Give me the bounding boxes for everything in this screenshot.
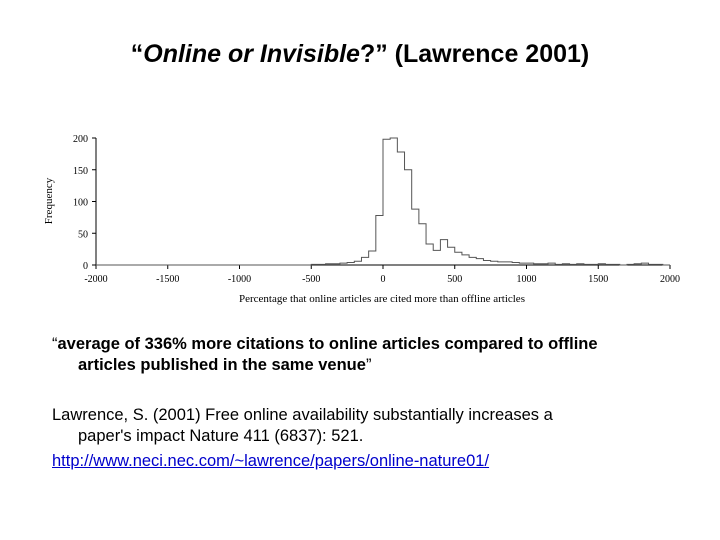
- quote-text: “average of 336% more citations to onlin…: [52, 334, 702, 376]
- histogram-bar: [448, 247, 455, 265]
- quote-line-1: average of 336% more citations to online…: [57, 335, 598, 353]
- x-tick-label: 500: [447, 274, 462, 285]
- x-tick-label: 2000: [660, 274, 680, 285]
- histogram-bar: [440, 240, 447, 265]
- histogram-bar: [369, 251, 376, 265]
- histogram-bar: [361, 257, 368, 265]
- histogram-bar: [433, 250, 440, 265]
- x-tick-label: -1500: [156, 274, 179, 285]
- title-italic-part: Online or Invisible: [143, 40, 360, 68]
- citation-line-2: paper's impact Nature 411 (6837): 521.: [78, 427, 364, 445]
- quote-open-mark: “: [52, 335, 58, 353]
- x-tick-label: 1500: [588, 274, 608, 285]
- x-tick-label: -500: [302, 274, 320, 285]
- citation-line-1: Lawrence, S. (2001) Free online availabi…: [52, 406, 553, 424]
- histogram-bar: [390, 138, 397, 265]
- histogram-bars: [96, 137, 670, 266]
- histogram-bar: [397, 152, 404, 265]
- y-axis-label: Frequency: [43, 177, 55, 224]
- histogram-outline: [96, 137, 670, 266]
- histogram-chart: 0 50 100 150 200 -2000 -1500 -1000 -500 0 500 1000…: [43, 134, 680, 305]
- histogram-bar: [426, 244, 433, 265]
- histogram-bar: [455, 252, 462, 265]
- slide-title: “Online or Invisible?” (Lawrence 2001): [0, 40, 720, 69]
- y-tick-label: 0: [83, 261, 88, 272]
- y-tick-label: 150: [73, 166, 88, 177]
- histogram-bar: [419, 224, 426, 265]
- y-tick-label: 50: [78, 229, 88, 240]
- histogram-bar: [469, 257, 476, 265]
- y-axis: 0 50 100 150 200: [73, 134, 97, 272]
- histogram-bar: [462, 255, 469, 265]
- histogram-bar: [354, 261, 361, 265]
- histogram-bar: [376, 215, 383, 265]
- y-tick-label: 100: [73, 198, 88, 209]
- y-tick-label: 200: [73, 134, 88, 145]
- histogram-bar: [483, 261, 490, 265]
- citation: Lawrence, S. (2001) Free online availabi…: [52, 405, 702, 447]
- x-tick-label: 1000: [517, 274, 537, 285]
- histogram-bar: [383, 139, 390, 265]
- x-axis-label: Percentage that online articles are cite…: [239, 293, 525, 305]
- x-axis: -2000 -1500 -1000 -500 0 500 1000 1500 2000: [84, 264, 680, 285]
- histogram-bar: [405, 170, 412, 265]
- x-tick-label: 0: [381, 274, 386, 285]
- histogram-bar: [491, 261, 498, 265]
- x-tick-label: -1000: [228, 274, 251, 285]
- quote-line-2: articles published in the same venue: [78, 356, 366, 374]
- x-tick-label: -2000: [84, 274, 107, 285]
- title-open-quote: “: [130, 40, 144, 68]
- title-rest: ?” (Lawrence 2001): [359, 40, 590, 68]
- histogram-bar: [412, 209, 419, 265]
- quote-close-mark: ”: [365, 356, 372, 374]
- histogram-bar: [476, 259, 483, 265]
- paper-link[interactable]: http://www.neci.nec.com/~lawrence/papers…: [52, 452, 490, 470]
